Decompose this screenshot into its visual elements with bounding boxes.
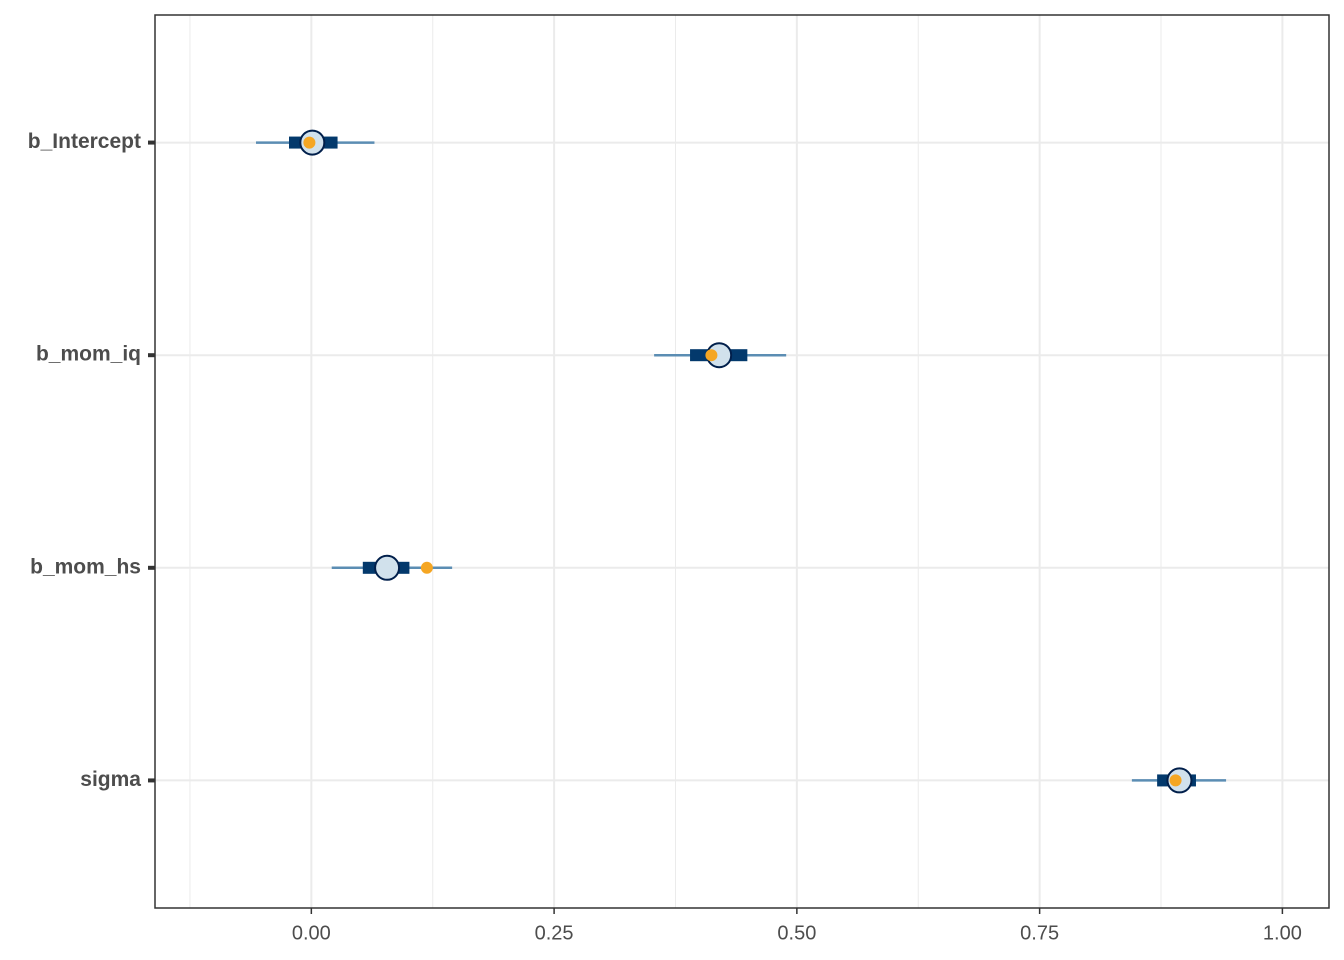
y-tick-label: b_mom_hs [30, 555, 141, 578]
x-tick-label: 0.25 [535, 922, 574, 944]
true-value [1169, 774, 1182, 787]
true-value [705, 349, 718, 362]
true-value [420, 561, 433, 574]
median-point [374, 554, 401, 581]
panel-border [154, 14, 1330, 909]
true-value [303, 136, 316, 149]
y-tick-label: sigma [80, 768, 141, 791]
y-tick-label: b_Intercept [28, 130, 141, 153]
y-tick-label: b_mom_iq [36, 343, 141, 366]
x-tick-label: 0.00 [292, 922, 331, 944]
x-tick-label: 1.00 [1263, 922, 1302, 944]
x-tick-label: 0.50 [777, 922, 816, 944]
x-tick-label: 0.75 [1020, 922, 1059, 944]
